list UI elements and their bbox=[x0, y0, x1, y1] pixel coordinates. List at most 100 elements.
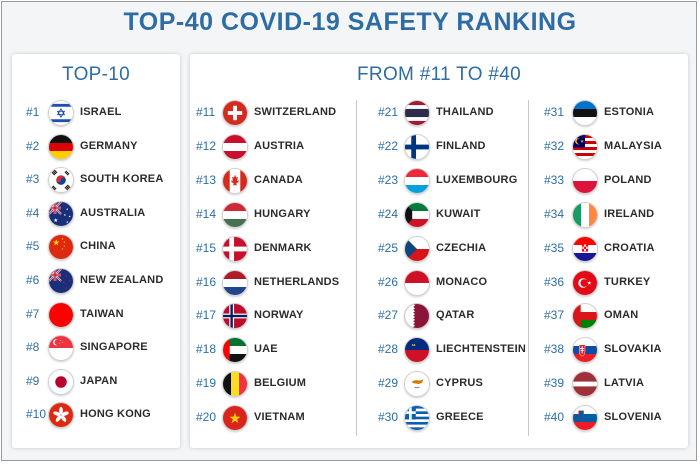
denmark-flag-icon bbox=[222, 235, 248, 262]
japan-flag-icon bbox=[48, 368, 74, 395]
hong-kong-flag-icon bbox=[48, 402, 74, 429]
country-name: OMAN bbox=[604, 309, 639, 322]
rank-number: #15 bbox=[196, 240, 217, 255]
rank-number: #23 bbox=[378, 172, 399, 187]
australia-flag-icon bbox=[48, 200, 74, 227]
page-title: TOP-40 COVID-19 SAFETY RANKING bbox=[123, 8, 577, 36]
rank-number: #31 bbox=[544, 105, 565, 119]
country-name: KUWAIT bbox=[436, 207, 481, 220]
cyprus-flag-icon bbox=[404, 371, 430, 398]
country-name: CYPRUS bbox=[436, 377, 484, 390]
country-name: POLAND bbox=[604, 173, 652, 186]
rank-number: #22 bbox=[378, 138, 399, 153]
country-name: AUSTRALIA bbox=[80, 206, 146, 219]
norway-flag-icon bbox=[222, 303, 248, 330]
uae-flag-icon bbox=[222, 337, 248, 364]
rank-number: #40 bbox=[544, 410, 565, 425]
rank-number: #33 bbox=[544, 172, 565, 187]
rank-number: #27 bbox=[378, 308, 399, 323]
qatar-flag-icon bbox=[404, 303, 430, 330]
rank-number: #34 bbox=[544, 206, 565, 221]
rank-number: #21 bbox=[378, 105, 399, 119]
rank-number: #17 bbox=[196, 308, 217, 323]
malaysia-flag-icon bbox=[572, 133, 598, 160]
country-name: DENMARK bbox=[254, 241, 312, 254]
country-name: AUSTRIA bbox=[254, 139, 305, 152]
rank-number: #5 bbox=[26, 239, 40, 254]
oman-flag-icon bbox=[572, 303, 598, 330]
rank-number: #39 bbox=[544, 376, 565, 391]
country-name: NEW ZEALAND bbox=[80, 274, 164, 286]
canada-flag-icon bbox=[222, 167, 248, 194]
country-name: CANADA bbox=[254, 173, 303, 186]
thailand-flag-icon bbox=[404, 100, 430, 126]
finland-flag-icon bbox=[404, 133, 430, 160]
rank-number: #28 bbox=[378, 342, 399, 357]
country-name: MONACO bbox=[436, 275, 488, 288]
israel-flag-icon bbox=[48, 100, 74, 126]
germany-flag-icon bbox=[48, 133, 74, 160]
country-name: CROATIA bbox=[604, 241, 655, 254]
country-name: GREECE bbox=[436, 411, 484, 424]
rank-number: #37 bbox=[544, 308, 565, 323]
luxembourg-flag-icon bbox=[404, 167, 430, 194]
austria-flag-icon bbox=[222, 133, 248, 160]
estonia-flag-icon bbox=[572, 100, 598, 126]
hungary-flag-icon bbox=[222, 201, 248, 228]
country-name: VIETNAM bbox=[254, 411, 305, 424]
rank-number: #19 bbox=[196, 376, 217, 391]
rank-number: #36 bbox=[544, 274, 565, 289]
rank-number: #30 bbox=[378, 410, 399, 425]
rank-number: #20 bbox=[196, 410, 217, 425]
country-name: QATAR bbox=[436, 309, 475, 322]
country-name: MALAYSIA bbox=[604, 139, 663, 152]
country-name: TURKEY bbox=[604, 275, 651, 288]
vietnam-flag-icon bbox=[222, 405, 248, 432]
rank-number: #7 bbox=[26, 306, 40, 321]
country-name: SINGAPORE bbox=[80, 341, 148, 354]
croatia-flag-icon bbox=[572, 235, 598, 262]
slovakia-flag-icon bbox=[572, 337, 598, 364]
top10-heading: TOP-10 bbox=[62, 64, 130, 85]
country-name: HONG KONG bbox=[80, 408, 151, 421]
country-name: ISRAEL bbox=[80, 106, 122, 118]
singapore-flag-icon bbox=[48, 335, 74, 362]
rank-number: #13 bbox=[196, 172, 217, 187]
column-divider bbox=[356, 100, 357, 436]
kuwait-flag-icon bbox=[404, 201, 430, 228]
rank-number: #14 bbox=[196, 206, 217, 221]
rank-number: #35 bbox=[544, 240, 565, 255]
country-name: JAPAN bbox=[80, 374, 118, 387]
country-name: HUNGARY bbox=[254, 207, 311, 220]
rank-number: #29 bbox=[378, 376, 399, 391]
country-name: BELGIUM bbox=[254, 377, 307, 390]
ireland-flag-icon bbox=[572, 201, 598, 228]
rank-number: #25 bbox=[378, 240, 399, 255]
country-name: LIECHTENSTEIN bbox=[436, 343, 526, 356]
rank-number: #3 bbox=[26, 172, 40, 187]
column-divider bbox=[528, 100, 529, 436]
country-name: SLOVENIA bbox=[604, 411, 662, 424]
netherlands-flag-icon bbox=[222, 269, 248, 296]
top10-panel bbox=[12, 54, 180, 448]
rank-number: #32 bbox=[544, 138, 565, 153]
liechtenstein-flag-icon bbox=[404, 337, 430, 364]
china-flag-icon bbox=[48, 234, 74, 261]
rank-number: #38 bbox=[544, 342, 565, 357]
rank-number: #24 bbox=[378, 206, 399, 221]
country-name: UAE bbox=[254, 343, 278, 356]
country-name: ESTONIA bbox=[604, 106, 655, 118]
greece-flag-icon bbox=[404, 405, 430, 432]
rank-number: #1 bbox=[26, 105, 40, 119]
rank-number: #10 bbox=[26, 407, 47, 422]
turkey-flag-icon bbox=[572, 269, 598, 296]
monaco-flag-icon bbox=[404, 269, 430, 296]
country-name: GERMANY bbox=[80, 139, 138, 152]
switzerland-flag-icon bbox=[222, 100, 248, 126]
country-name: NETHERLANDS bbox=[254, 275, 340, 288]
rank-number: #12 bbox=[196, 138, 217, 153]
country-name: CHINA bbox=[80, 240, 116, 253]
rank-number: #16 bbox=[196, 274, 217, 289]
country-name: LUXEMBOURG bbox=[436, 173, 518, 186]
rank-number: #9 bbox=[26, 373, 40, 388]
